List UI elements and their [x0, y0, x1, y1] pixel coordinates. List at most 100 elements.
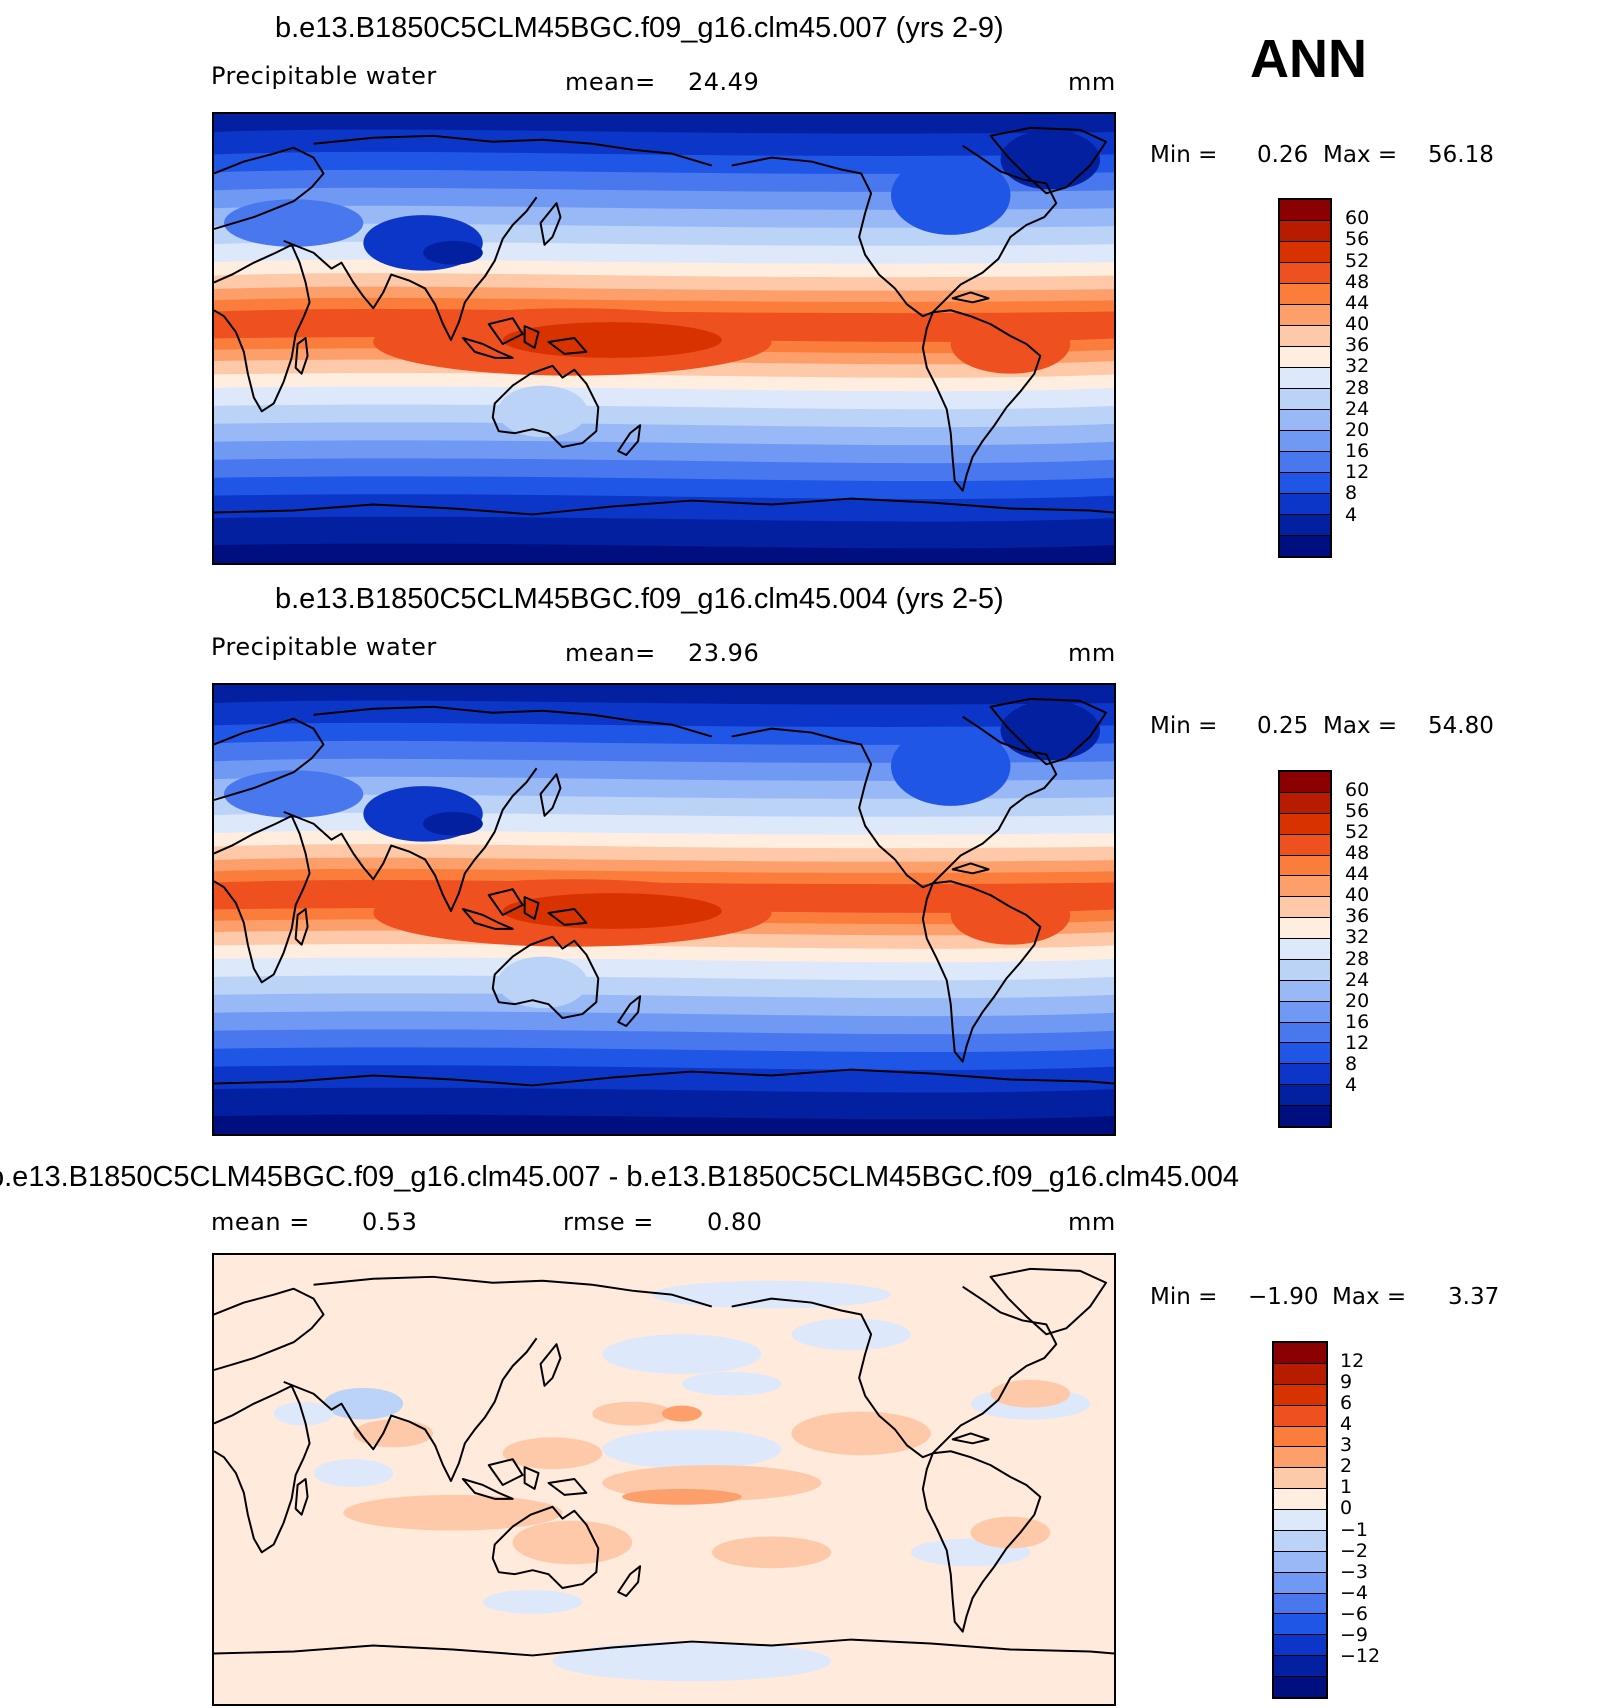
colorbar-tick-label: 4: [1345, 1073, 1358, 1096]
colorbar-swatch: [1280, 242, 1330, 263]
colorbar-swatch: [1280, 980, 1330, 1002]
colorbar-tick-label: −1: [1340, 1518, 1369, 1541]
coastline-segment: [487, 1458, 524, 1486]
colorbar-swatch: [1274, 1572, 1326, 1594]
panel2-title: b.e13.B1850C5CLM45BGC.f09_g16.clm45.004 …: [275, 583, 1004, 615]
colorbar-tick-label: 1: [1340, 1476, 1353, 1499]
colorbar-tick-label: 12: [1345, 461, 1370, 484]
coastline-segment: [989, 697, 1108, 766]
colorbar-swatch: [1274, 1510, 1326, 1531]
colorbar-tick-label: −3: [1340, 1560, 1369, 1583]
coastline-segment: [523, 325, 540, 349]
coastline-segment: [313, 134, 713, 167]
colorbar-tick-label: 56: [1345, 800, 1370, 823]
colorbar-swatch: [1280, 1085, 1330, 1106]
coastline-segment: [214, 146, 325, 230]
coastline-segment: [487, 888, 524, 916]
coastline-segment: [523, 1466, 540, 1490]
coastline-segment: [731, 1297, 934, 1459]
coastline-segment: [283, 196, 538, 341]
colorbar-tick-label: 44: [1345, 291, 1370, 314]
panel2-variable: Precipitable water: [211, 633, 437, 661]
colorbar-swatch: [1280, 1001, 1330, 1023]
coastline-segment: [989, 126, 1108, 195]
panel1-min-value: 0.26: [1257, 142, 1309, 168]
colorbar-tick-label: 36: [1345, 334, 1370, 357]
colorbar-swatch: [1280, 347, 1330, 368]
coastline-segment: [313, 1275, 713, 1308]
panel2-mean-label: mean=: [565, 639, 656, 667]
colorbar-swatch: [1280, 326, 1330, 347]
colorbar-swatch: [1280, 855, 1330, 877]
coastline-segment: [932, 715, 1058, 884]
panel1-colorbar: [1278, 198, 1332, 558]
colorbar-swatch: [1280, 284, 1330, 305]
colorbar-swatch: [1274, 1677, 1326, 1697]
panel3-map: [212, 1253, 1116, 1706]
coastline-segment: [214, 497, 1114, 516]
colorbar-swatch: [1274, 1405, 1326, 1427]
panel1-map: [212, 112, 1116, 565]
coastline-segment: [539, 202, 562, 246]
panel2-colorbar: [1278, 770, 1332, 1128]
colorbar-swatch: [1280, 792, 1330, 814]
colorbar-tick-label: 8: [1345, 1052, 1358, 1075]
panel2-min-value: 0.25: [1257, 713, 1309, 739]
colorbar-tick-label: −2: [1340, 1539, 1369, 1562]
coastline-segment: [539, 773, 562, 817]
panel3-rmse-value: 0.80: [707, 1208, 763, 1236]
colorbar-swatch: [1280, 772, 1330, 793]
colorbar-tick-label: 40: [1345, 884, 1370, 907]
coastline-segment: [921, 309, 1042, 492]
panel1-variable: Precipitable water: [211, 62, 437, 90]
colorbar-swatch: [1274, 1593, 1326, 1615]
map-field: [214, 1255, 1114, 1704]
colorbar-tick-label: 44: [1345, 863, 1370, 886]
coastline: [214, 126, 1114, 516]
coastline-segment: [951, 862, 990, 875]
panel3-units: mm: [1068, 1208, 1116, 1236]
season-label: ANN: [1250, 29, 1367, 89]
colorbar-tick-label: 36: [1345, 905, 1370, 928]
colorbar-tick-label: 24: [1345, 968, 1370, 991]
coastline: [214, 697, 1114, 1087]
colorbar-tick-label: 2: [1340, 1455, 1353, 1478]
coastline-segment: [547, 1478, 588, 1496]
colorbar-swatch: [1280, 536, 1330, 556]
coastline-segment: [951, 291, 990, 304]
coastline-segment: [547, 337, 588, 355]
coastline-segment: [283, 1337, 538, 1482]
colorbar-tick-label: 32: [1345, 926, 1370, 949]
coastline-segment: [487, 317, 524, 345]
colorbar-swatch: [1280, 876, 1330, 898]
coastline-segment: [214, 814, 311, 984]
colorbar-tick-label: 32: [1345, 355, 1370, 378]
coastline-segment: [214, 1287, 325, 1371]
coastline-segment: [214, 1384, 311, 1554]
colorbar-tick-label: 48: [1345, 842, 1370, 865]
map-field: [214, 685, 1114, 1134]
colorbar-swatch: [1280, 1043, 1330, 1065]
colorbar-swatch: [1280, 263, 1330, 284]
colorbar-swatch: [1274, 1614, 1326, 1636]
panel1-mean-label: mean=: [565, 68, 656, 96]
coastline-segment: [214, 1638, 1114, 1657]
colorbar-swatch: [1280, 221, 1330, 242]
coastline-segment: [491, 364, 600, 449]
colorbar-swatch: [1280, 1106, 1330, 1126]
colorbar-swatch: [1280, 813, 1330, 835]
colorbar-swatch: [1280, 305, 1330, 326]
coastline-segment: [313, 705, 713, 738]
colorbar-swatch: [1280, 834, 1330, 856]
coastline-segment: [932, 144, 1058, 313]
coastline-segment: [731, 156, 934, 318]
colorbar-tick-label: 3: [1340, 1434, 1353, 1457]
colorbar-swatch: [1274, 1551, 1326, 1573]
colorbar-swatch: [1274, 1343, 1326, 1364]
coastline-segment: [294, 337, 309, 375]
colorbar-swatch: [1274, 1489, 1326, 1510]
colorbar-tick-label: 20: [1345, 989, 1370, 1012]
colorbar-swatch: [1274, 1635, 1326, 1657]
colorbar-tick-label: 56: [1345, 228, 1370, 251]
colorbar-swatch: [1280, 959, 1330, 981]
